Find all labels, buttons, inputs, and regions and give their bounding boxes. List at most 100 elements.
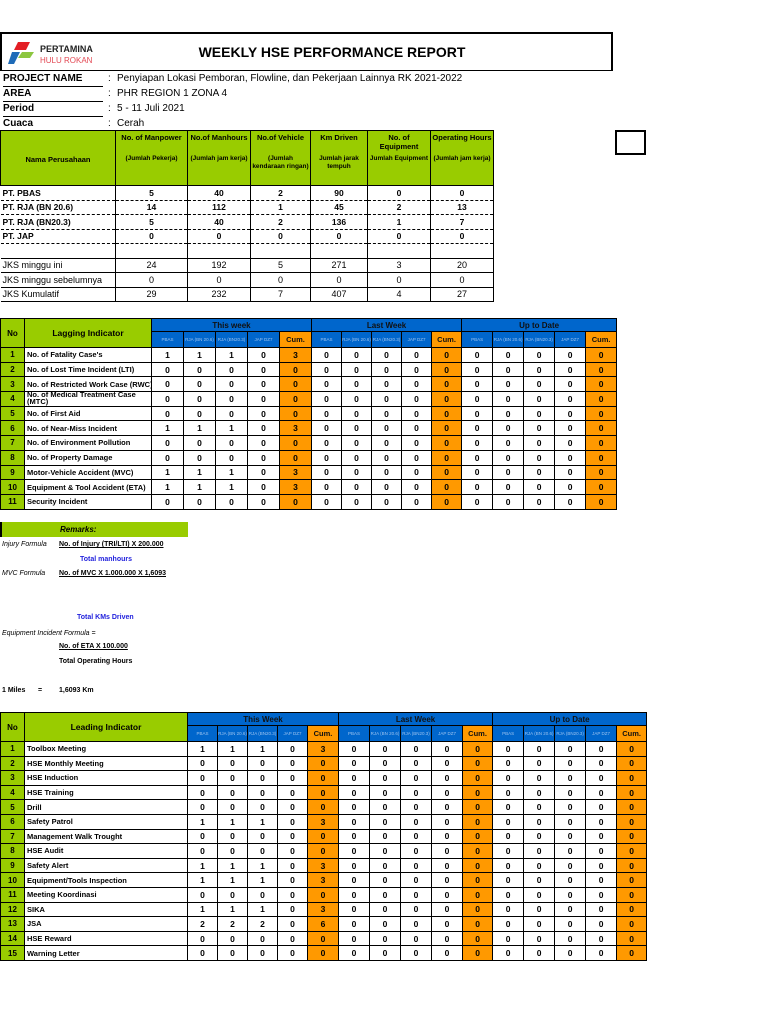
indicator-value: 0	[215, 376, 248, 393]
indicator-label: Toolbox Meeting	[24, 741, 188, 757]
indicator-value: 0	[247, 479, 280, 495]
company-name: PT. RJA (BN20.3)	[0, 214, 116, 230]
indicator-value: 0	[247, 945, 278, 961]
indicator-value: 0	[554, 405, 587, 422]
indicator-value: 0	[554, 449, 587, 466]
indicator-value: 0	[461, 435, 494, 451]
indicator-value: 0	[371, 464, 403, 481]
indicator-value: 0	[492, 770, 525, 786]
row-number: 8	[0, 449, 25, 466]
indicator-value: 0	[431, 828, 464, 845]
header-subtitle: Jumlah Equipment	[369, 155, 429, 162]
cumulative-value: 0	[585, 420, 618, 437]
indicator-value: 0	[492, 755, 525, 772]
cumulative-value: 0	[616, 945, 648, 961]
cumulative-value: 0	[462, 901, 494, 918]
indicator-value: 0	[431, 784, 464, 801]
indicator-value: 0	[585, 872, 618, 888]
indicator-value: 0	[247, 784, 278, 801]
indicator-label: Security Incident	[24, 493, 152, 510]
indicator-value: 0	[554, 770, 587, 786]
indicator-value: 0	[554, 479, 587, 495]
indicator-value: 0	[217, 930, 248, 947]
indicator-label: No. of Lost Time Incident (LTI)	[24, 361, 152, 378]
indicator-value: 0	[400, 843, 433, 859]
indicator-value: 0	[523, 784, 556, 801]
indicator-value: 0	[311, 493, 343, 510]
blank-row	[0, 243, 494, 259]
indicator-value: 1	[183, 420, 216, 437]
indicator-value: 1	[187, 872, 218, 888]
header-subtitle: (Jumlah jam kerja)	[433, 155, 491, 162]
indicator-value: 0	[371, 493, 403, 510]
sub-column-header: RJA (BN20.3)	[371, 331, 403, 348]
indicator-value: 0	[338, 901, 371, 918]
indicator-value: 0	[183, 435, 216, 451]
sub-column-header: RJA (BN20.3)	[247, 725, 278, 742]
info-row: AREA: PHR REGION 1 ZONA 4	[0, 86, 500, 102]
indicator-value: 0	[523, 901, 556, 918]
sub-column-header: RJA (BN 20.6)	[369, 725, 402, 742]
indicator-value: 0	[492, 391, 525, 407]
pertamina-logo-icon	[8, 42, 34, 64]
indicator-value: 0	[277, 784, 308, 801]
indicator-value: 0	[277, 843, 308, 859]
row-number: 15	[0, 945, 25, 961]
indicator-value: 0	[338, 770, 371, 786]
page-title: WEEKLY HSE PERFORMANCE REPORT	[198, 44, 466, 60]
sub-column-header: RJA (BN 20.6)	[217, 725, 248, 742]
row-number: 3	[0, 770, 25, 786]
total-cell: 7	[250, 287, 311, 302]
indicator-value: 0	[338, 916, 371, 932]
indicator-value: 1	[187, 741, 218, 757]
header-title: No. of Equipment	[379, 133, 419, 151]
indicator-label: HSE Monthly Meeting	[24, 755, 188, 772]
indicator-value: 0	[400, 799, 433, 815]
summary-cell: 0	[367, 185, 431, 201]
indicator-value: 0	[183, 449, 216, 466]
sub-column-header: RJA (BN20.3)	[523, 331, 556, 348]
cumulative-value: 0	[431, 347, 463, 363]
indicator-value: 0	[523, 493, 556, 510]
miles-equals: =	[38, 687, 43, 694]
indicator-value: 0	[338, 930, 371, 947]
indicator-value: 0	[431, 770, 464, 786]
sub-column-header: JAP DZ7	[554, 331, 587, 348]
indicator-value: 0	[554, 347, 587, 363]
sub-column-header: RJA (BN 20.6)	[183, 331, 216, 348]
indicator-row: 5 No. of First Aid 0 0 0 0 0 0 0 0 0 0 0 0 0 0 0	[0, 405, 618, 422]
indicator-value: 0	[341, 391, 373, 407]
indicator-value: 0	[523, 420, 556, 437]
indicator-label: Equipment/Tools Inspection	[24, 872, 188, 888]
indicator-value: 0	[371, 361, 403, 378]
indicator-value: 0	[492, 479, 525, 495]
indicator-value: 0	[187, 843, 218, 859]
summary-cell: 40	[187, 185, 251, 201]
indicator-value: 1	[215, 347, 248, 363]
info-colon: :	[108, 118, 111, 129]
summary-cell: 2	[250, 185, 311, 201]
indicator-value: 0	[585, 930, 618, 947]
cumulative-value: 0	[462, 770, 494, 786]
summary-cell: 136	[310, 214, 368, 230]
cumulative-value: 0	[462, 784, 494, 801]
indicator-value: 0	[183, 361, 216, 378]
row-number: 10	[0, 479, 25, 495]
sub-column-header: PBAS	[151, 331, 184, 348]
no-header: No	[0, 712, 25, 742]
indicator-value: 0	[400, 770, 433, 786]
indicator-label: HSE Induction	[24, 770, 188, 786]
indicator-row: 4 No. of Medical Treatment Case (MTC) 0 0 0 0…	[0, 391, 618, 407]
cumulative-value: 0	[431, 464, 463, 481]
indicator-row: 9 Motor-Vehicle Accident (MVC) 1 1 1 0 3 0 0 0 0 0 0…	[0, 464, 618, 481]
indicator-value: 0	[400, 784, 433, 801]
indicator-value: 0	[369, 755, 402, 772]
cumulative-value: 0	[278, 493, 313, 510]
indicator-value: 0	[554, 464, 587, 481]
indicator-header: Leading Indicator	[24, 712, 188, 742]
indicator-label: Warning Letter	[24, 945, 188, 961]
indicator-value: 0	[554, 391, 587, 407]
cumulative-value: 0	[462, 872, 494, 888]
sub-column-header: RJA (BN 20.6)	[492, 331, 525, 348]
indicator-row: 2 HSE Monthly Meeting 0 0 0 0 0 0 0 0 0 0 0 0 0 0 0	[0, 755, 648, 772]
